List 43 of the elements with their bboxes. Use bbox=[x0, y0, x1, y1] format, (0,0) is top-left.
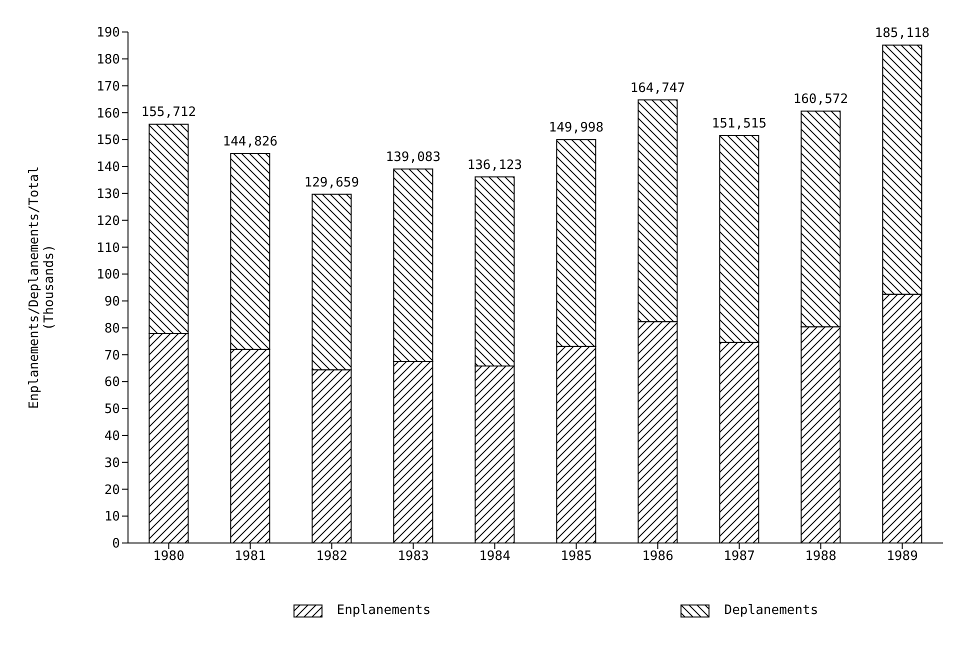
total-label: 160,572 bbox=[793, 92, 848, 108]
y-tick-label: 130 bbox=[96, 186, 120, 202]
total-label: 155,712 bbox=[141, 105, 196, 120]
x-tick-label: 1987 bbox=[724, 549, 755, 564]
total-label: 164,747 bbox=[630, 80, 686, 96]
total-label: 151,515 bbox=[712, 116, 767, 132]
y-tick-label: 50 bbox=[104, 402, 120, 418]
total-label: 139,083 bbox=[386, 150, 441, 165]
y-tick-label: 10 bbox=[104, 510, 120, 525]
total-label: 136,123 bbox=[467, 158, 522, 173]
y-tick-label: 70 bbox=[104, 348, 120, 364]
y-tick-label: 30 bbox=[104, 456, 120, 471]
y-tick-label: 80 bbox=[104, 321, 120, 336]
y-tick-label: 20 bbox=[104, 482, 120, 498]
y-tick-label: 180 bbox=[96, 52, 120, 68]
x-tick-label: 1980 bbox=[153, 549, 184, 564]
total-label: 129,659 bbox=[304, 175, 360, 190]
y-tick-label: 40 bbox=[104, 429, 120, 444]
y-tick-label: 160 bbox=[96, 106, 120, 122]
x-tick-label: 1986 bbox=[642, 549, 674, 564]
y-tick-label: 0 bbox=[112, 536, 120, 552]
y-tick-label: 110 bbox=[96, 240, 120, 256]
total-label: 144,826 bbox=[222, 134, 278, 150]
x-tick-label: 1982 bbox=[316, 549, 348, 564]
x-tick-label: 1988 bbox=[805, 549, 836, 564]
x-tick-label: 1983 bbox=[398, 549, 429, 564]
total-label: 185,118 bbox=[874, 26, 930, 42]
y-axis-title: Enplanements/Deplanements/Total (Thousands) bbox=[27, 166, 57, 409]
y-tick-label: 140 bbox=[96, 160, 120, 176]
legend-label: Enplanements bbox=[336, 603, 431, 618]
total-label: 149,998 bbox=[548, 120, 604, 136]
y-tick-label: 90 bbox=[104, 294, 120, 310]
y-tick-label: 190 bbox=[96, 26, 120, 41]
x-tick-label: 1985 bbox=[560, 549, 592, 564]
legend-label: Deplanements bbox=[724, 603, 818, 618]
x-tick-label: 1981 bbox=[234, 549, 266, 564]
x-tick-label: 1989 bbox=[886, 549, 918, 564]
y-tick-label: 120 bbox=[96, 214, 120, 229]
x-tick-label: 1984 bbox=[479, 549, 511, 564]
y-tick-label: 60 bbox=[104, 375, 120, 390]
y-tick-label: 100 bbox=[96, 268, 120, 283]
y-tick-label: 150 bbox=[96, 133, 120, 148]
y-tick-label: 170 bbox=[96, 79, 120, 94]
